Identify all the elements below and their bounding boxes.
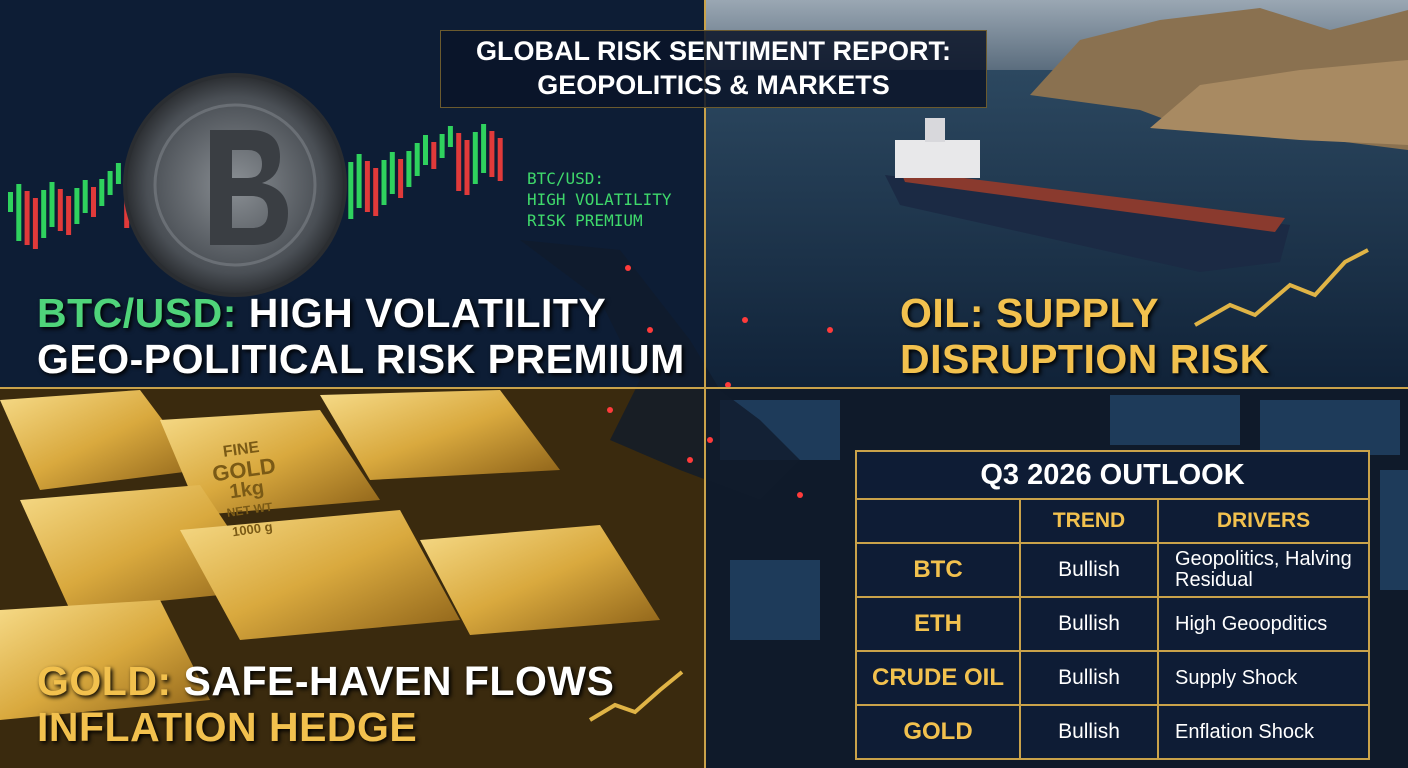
trend-arrow (1194, 248, 1369, 327)
candle (431, 142, 437, 169)
candle (82, 180, 88, 213)
candle (74, 188, 80, 224)
headline-text: SAFE-HAVEN FLOWS (183, 658, 615, 704)
bar-marking: FINE GOLD 1kg NET WT 1000 g (208, 436, 285, 544)
table-title: Q3 2026 OUTLOOK (855, 450, 1370, 500)
headline-accent: GOLD: (37, 658, 172, 704)
table-title-row: Q3 2026 OUTLOOK (855, 450, 1370, 500)
oil-headline: DISRUPTION RISK (900, 336, 1270, 382)
trend-cell: Bullish (1019, 650, 1159, 706)
btc-headline: BTC/USD: HIGH VOLATILITY (37, 290, 606, 337)
drivers-cell: Enflation Shock (1157, 704, 1370, 760)
candle (447, 126, 453, 147)
candle (389, 152, 395, 194)
report-title: GLOBAL RISK SENTIMENT REPORT: GEOPOLITICS… (440, 30, 987, 108)
title-line: GEOPOLITICS & MARKETS (537, 70, 890, 100)
label-line: BTC/USD: (527, 169, 605, 188)
btc-headline: GEO-POLITICAL RISK PREMIUM (37, 336, 685, 382)
drivers-cell: High Geoopditics (1157, 596, 1370, 652)
gold-headline: GOLD: SAFE-HAVEN FLOWS (37, 658, 614, 705)
gold-bars (0, 390, 660, 720)
bitcoin-coin (123, 73, 347, 297)
header-cell (855, 498, 1021, 544)
candle (489, 131, 495, 177)
candle (99, 179, 105, 206)
candle (414, 143, 420, 176)
candle (16, 184, 22, 241)
candle (406, 151, 412, 187)
candlesticks (8, 124, 503, 249)
candle (464, 140, 470, 195)
gold-headline: INFLATION HEDGE (37, 704, 418, 750)
header-cell: TREND (1019, 498, 1159, 544)
headline-accent: BTC/USD: (37, 290, 237, 336)
drivers-cell: Supply Shock (1157, 650, 1370, 706)
table-row: CRUDE OIL Bullish Supply Shock (855, 650, 1370, 706)
candle (32, 198, 38, 249)
table-row: BTC Bullish Geopolitics, Halving Residual (855, 542, 1370, 598)
label-line: RISK PREMIUM (527, 211, 643, 230)
candle (115, 163, 121, 184)
outlook-table: Q3 2026 OUTLOOK TREND DRIVERS BTC Bullish G… (855, 450, 1370, 760)
header-row: TREND DRIVERS (855, 498, 1370, 544)
candle (41, 190, 47, 238)
candle (107, 171, 113, 195)
table-row: ETH Bullish High Geoopditics (855, 596, 1370, 652)
candle (364, 161, 370, 212)
asset-cell: ETH (855, 596, 1021, 652)
candle (57, 189, 63, 231)
headline-text: HIGH VOLATILITY (248, 290, 607, 336)
oil-headline: OIL: SUPPLY (900, 290, 1160, 336)
candle (381, 160, 387, 205)
tanker (885, 118, 1290, 272)
candle (456, 133, 462, 191)
chart-label: BTC/USD: HIGH VOLATILITY RISK PREMIUM (527, 168, 672, 231)
asset-cell: BTC (855, 542, 1021, 598)
table-row: GOLD Bullish Enflation Shock (855, 704, 1370, 760)
candle (348, 162, 354, 219)
candle (8, 192, 13, 212)
trend-cell: Bullish (1019, 596, 1159, 652)
candle (472, 132, 478, 184)
candle (481, 124, 487, 173)
trend-cell: Bullish (1019, 542, 1159, 598)
asset-cell: GOLD (855, 704, 1021, 760)
candle (439, 134, 445, 158)
candle (423, 135, 428, 165)
drivers-cell: Geopolitics, Halving Residual (1157, 542, 1370, 598)
trend-cell: Bullish (1019, 704, 1159, 760)
header-cell: DRIVERS (1157, 498, 1370, 544)
asset-cell: CRUDE OIL (855, 650, 1021, 706)
candle (66, 196, 72, 235)
trend-arrow (588, 670, 684, 722)
candle (497, 138, 503, 181)
label-line: HIGH VOLATILITY (527, 190, 672, 209)
map-hotspots (607, 265, 833, 498)
candle (91, 187, 96, 217)
candle (356, 154, 362, 208)
title-line: GLOBAL RISK SENTIMENT REPORT: (475, 36, 952, 66)
candle (49, 182, 55, 227)
candle (373, 168, 379, 216)
candle (24, 191, 30, 245)
candle (398, 159, 404, 198)
